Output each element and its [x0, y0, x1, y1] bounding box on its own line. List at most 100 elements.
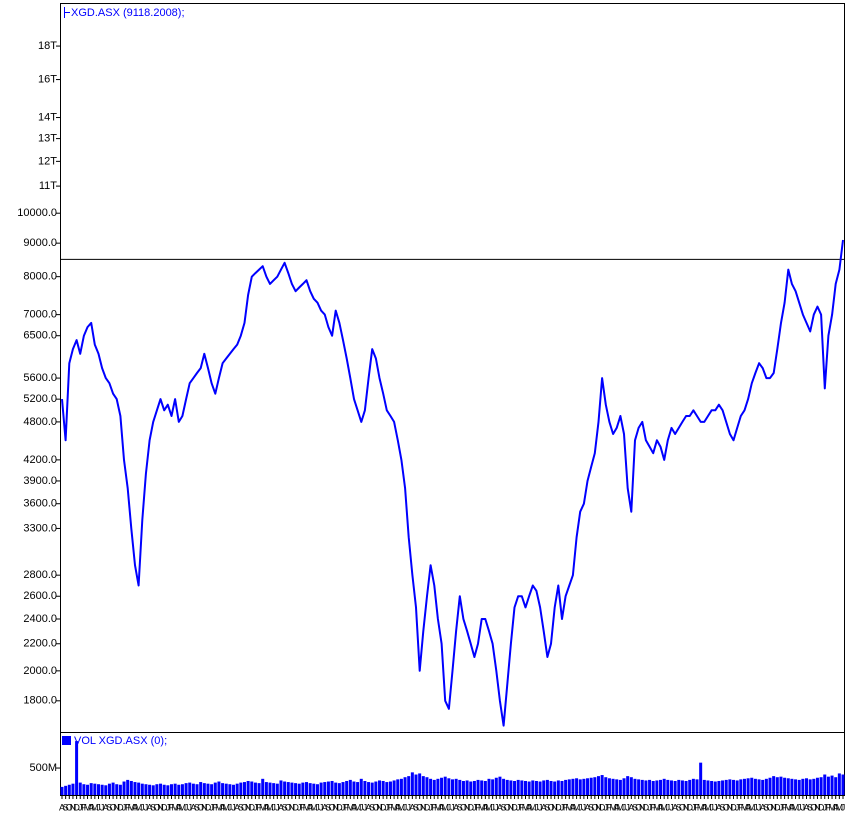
- volume-bar: [118, 784, 122, 795]
- x-tick-label: A: [716, 802, 722, 812]
- y-tick-label: 16T: [38, 73, 57, 85]
- x-tick-label: O: [810, 802, 817, 812]
- legend-label: VOL XGD.ASX (0);: [74, 735, 167, 747]
- volume-bar: [86, 784, 90, 795]
- x-tick-label: J: [447, 802, 452, 812]
- volume-bar: [447, 778, 451, 795]
- volume-bar: [111, 782, 115, 795]
- volume-bar: [502, 778, 506, 795]
- x-tick-label: A: [351, 802, 357, 812]
- x-tick-label: S: [720, 802, 726, 812]
- x-tick-label: M: [84, 802, 92, 812]
- volume-bar: [122, 781, 126, 795]
- volume-bar: [297, 783, 301, 795]
- volume-bar: [575, 778, 579, 795]
- x-tick-label: N: [814, 802, 821, 812]
- x-tick-label: O: [285, 802, 292, 812]
- volume-bar: [472, 780, 476, 795]
- volume-bar: [815, 777, 819, 795]
- volume-bar: [100, 784, 104, 795]
- volume-bar: [604, 777, 608, 795]
- volume-bar: [706, 780, 710, 795]
- volume-bar: [242, 782, 246, 795]
- volume-bar: [319, 782, 323, 795]
- volume-bar: [337, 783, 341, 795]
- volume-bar: [673, 780, 677, 795]
- volume-bar: [279, 780, 283, 795]
- x-tick-label: F: [738, 802, 744, 812]
- volume-bar: [334, 782, 338, 795]
- y-tick-label: 11T: [39, 180, 57, 192]
- volume-bar: [399, 778, 403, 795]
- x-tick-label: A: [585, 802, 591, 812]
- volume-bar: [728, 779, 732, 795]
- x-tick-label: M: [310, 802, 318, 812]
- volume-bar: [790, 778, 794, 795]
- x-tick-label: A: [307, 802, 313, 812]
- volume-bar: [483, 780, 487, 795]
- x-tick-label: M: [697, 802, 705, 812]
- volume-bar: [596, 776, 600, 795]
- x-tick-label: O: [197, 802, 204, 812]
- volume-bar: [640, 779, 644, 795]
- x-tick-label: O: [679, 802, 686, 812]
- x-tick-label: J: [560, 802, 565, 812]
- volume-bar: [513, 780, 517, 795]
- volume-bar: [600, 775, 604, 795]
- volume-bar: [443, 776, 447, 795]
- x-tick-label: S: [413, 802, 419, 812]
- x-tick-label: S: [676, 802, 682, 812]
- volume-bar: [615, 779, 619, 795]
- x-tick-label: A: [482, 802, 488, 812]
- volume-bar: [830, 775, 834, 795]
- x-tick-label: A: [701, 802, 707, 812]
- volume-bar: [669, 780, 673, 795]
- y-tick-label: 4800.0: [23, 416, 57, 428]
- volume-bar: [523, 780, 527, 795]
- volume-bar: [735, 780, 739, 795]
- volume-bar: [410, 772, 414, 795]
- volume-bar: [571, 778, 575, 795]
- x-tick-label: S: [457, 802, 463, 812]
- x-tick-label: M: [704, 802, 712, 812]
- volume-bar: [826, 776, 830, 795]
- volume-bar: [505, 779, 509, 795]
- x-tick-label: O: [66, 802, 73, 812]
- x-tick-label: J: [625, 802, 630, 812]
- volume-bar: [224, 783, 228, 795]
- x-tick-label: D: [555, 802, 562, 812]
- x-tick-label: J: [534, 802, 539, 812]
- volume-bar: [418, 773, 422, 795]
- volume-bar: [564, 779, 568, 795]
- x-tick-label: O: [241, 802, 248, 812]
- volume-bar: [753, 778, 757, 795]
- volume-bar: [115, 784, 119, 795]
- x-tick-label: M: [390, 802, 398, 812]
- x-tick-label: N: [420, 802, 427, 812]
- y-tick-label: 3300.0: [23, 522, 57, 534]
- x-tick-label: M: [215, 802, 223, 812]
- x-tick-label: A: [453, 802, 459, 812]
- x-tick-label: J: [757, 802, 762, 812]
- x-tick-label: J: [315, 802, 320, 812]
- x-tick-label: A: [760, 802, 766, 812]
- volume-bar: [757, 779, 761, 795]
- x-tick-label: M: [441, 802, 449, 812]
- volume-bar: [476, 779, 480, 795]
- volume-bar: [78, 782, 82, 795]
- x-tick-label: J: [166, 802, 171, 812]
- volume-bar: [534, 780, 538, 795]
- volume-bar: [294, 783, 298, 795]
- y-tick-label: 3600.0: [23, 498, 57, 510]
- volume-bar: [805, 778, 809, 795]
- x-tick-label: S: [501, 802, 507, 812]
- volume-bar: [71, 783, 75, 795]
- x-tick-label: D: [774, 802, 781, 812]
- volume-bar: [341, 782, 345, 795]
- volume-bar: [173, 783, 177, 795]
- volume-bar: [538, 781, 542, 795]
- x-tick-label: J: [709, 802, 714, 812]
- x-tick-label: F: [344, 802, 350, 812]
- volume-bar: [348, 779, 352, 795]
- volume-bar: [378, 780, 382, 795]
